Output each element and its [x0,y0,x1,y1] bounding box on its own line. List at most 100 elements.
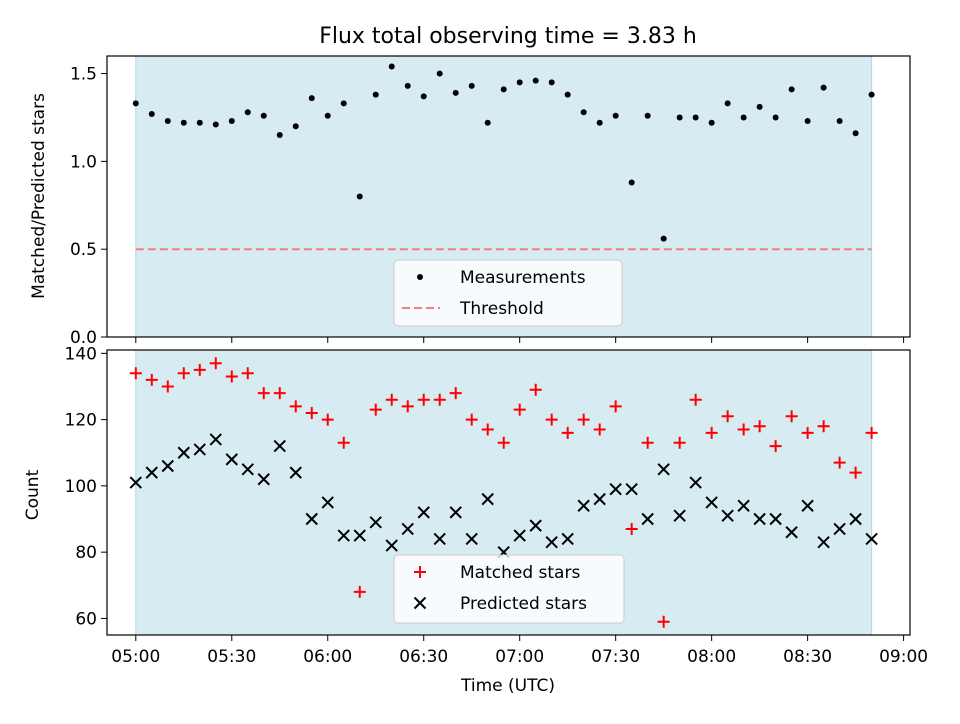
predicted-star-point [129,476,143,489]
predicted-star-point [305,512,318,526]
legend-box [393,554,625,624]
measurement-point [500,86,507,93]
matched-star-point [465,413,478,426]
predicted-star-point [545,536,558,549]
measurement-point [340,100,347,107]
measurement-point [868,91,875,98]
matched-star-point [561,426,574,439]
predicted-star-point [353,529,366,542]
matched-star-point [449,387,462,400]
matched-star-point [529,383,542,396]
predicted-star-point [257,473,270,486]
matched-star-point [577,413,590,426]
x-tick-label: 07:00 [495,647,544,667]
measurement-point [772,114,779,121]
matched-star-point [833,456,846,469]
matched-star-point [801,426,814,439]
matched-star-point [209,357,222,370]
matched-star-point [337,436,350,449]
predicted-star-point [481,492,494,506]
predicted-star-point [577,499,590,512]
y-tick-label: 0.5 [70,240,97,260]
x-tick-label: 08:30 [783,647,832,667]
xlabel: Time (UTC) [460,676,555,696]
measurement-point [628,179,635,186]
matched-star-point [433,393,446,406]
matched-star-point [753,420,766,433]
legend-label: Matched stars [460,563,580,583]
x-tick-label: 06:00 [303,647,352,667]
legend-label: Measurements [460,268,586,288]
matched-star-point [513,403,526,416]
x-tick-label: 08:00 [687,647,736,667]
predicted-star-point [705,496,718,509]
x-tick-label: 09:00 [879,647,928,667]
predicted-star-point [433,532,446,546]
y-tick-label: 1.5 [70,65,97,85]
matched-star-point [657,615,670,628]
matched-star-point [609,400,622,413]
matched-star-point [769,440,782,453]
predicted-star-point [593,492,606,506]
measurement-point [612,112,619,119]
matched-star-point [481,423,494,436]
axes-frame [106,55,911,338]
predicted-star-point [849,512,862,526]
matched-star-point [257,387,270,400]
measurement-point [516,79,523,86]
measurement-point [532,77,539,84]
matched-star-point [865,426,878,439]
matched-star-point [641,436,654,449]
predicted-star-point [401,522,414,536]
measurement-point [644,112,651,119]
predicted-star-point [753,512,766,526]
measurement-point [372,91,379,98]
legend: Matched stars Predicted stars [393,554,625,624]
x-tick-label: 06:30 [399,647,448,667]
predicted-star-point [641,512,654,526]
measurement-point [468,82,475,89]
matched-star-point [305,406,318,419]
legend-matched-swatch [414,566,426,578]
matched-star-point [673,436,686,449]
y-tick-label: 0.0 [70,328,97,348]
predicted-star-point [625,482,638,496]
predicted-star-point [241,463,254,476]
matched-star-point [497,436,510,449]
measurement-point [852,130,859,137]
matched-star-point [129,367,142,380]
legend-label: Predicted stars [460,594,587,614]
measurement-point [164,117,171,124]
predicted-star-point [561,532,574,546]
matched-star-point [689,393,702,406]
x-tick-label: 07:30 [591,647,640,667]
matched-star-point [849,466,862,479]
predicted-star-point [513,529,526,542]
measurement-point [564,91,571,98]
measurement-point [180,119,187,126]
matched-star-point [417,393,430,406]
predicted-star-point [289,466,302,479]
measurement-point [420,93,427,100]
measurement-point [324,112,331,119]
predicted-star-point [529,519,542,532]
predicted-star-point [689,476,702,489]
measurement-point [692,114,699,121]
matched-star-point [145,373,158,386]
predicted-star-point [785,526,798,539]
predicted-star-point [161,459,174,473]
predicted-star-point [657,463,670,476]
measurement-point [596,119,603,126]
measurement-point [660,235,667,242]
predicted-star-point [385,539,398,552]
measurement-point [548,79,555,86]
measurement-point [292,123,299,130]
matched-star-point [289,400,302,413]
measurement-point [228,117,235,124]
matched-star-point [737,423,750,436]
matched-star-point [225,370,238,383]
predicted-star-point [449,506,462,519]
matched-star-point [161,380,174,393]
y-tick-label: 1.0 [70,152,97,172]
predicted-star-point [721,509,734,522]
